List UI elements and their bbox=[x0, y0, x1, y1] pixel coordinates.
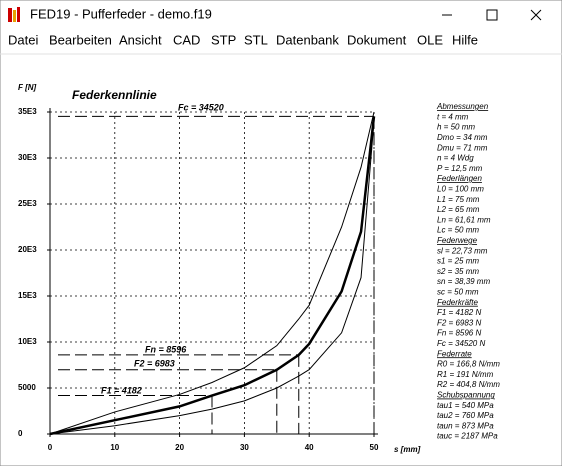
annotation: Fn = 8596 bbox=[145, 344, 187, 354]
panel-item: R0 = 166,8 N/mm bbox=[437, 360, 500, 369]
close-button[interactable] bbox=[530, 9, 542, 21]
annotation: F1 = 4182 bbox=[101, 385, 142, 395]
chart-title: Federkennlinie bbox=[72, 88, 157, 102]
menu-item[interactable]: Dokument bbox=[347, 32, 407, 47]
spring-curve bbox=[49, 116, 376, 436]
panel-item: sn = 38,39 mm bbox=[437, 277, 490, 286]
panel-item: Lc = 50 mm bbox=[437, 226, 479, 235]
y-tick-label: 25E3 bbox=[18, 199, 37, 208]
panel-item: s1 = 25 mm bbox=[437, 257, 479, 266]
panel-item: t = 4 mm bbox=[437, 112, 469, 121]
menu-item[interactable]: STP bbox=[211, 32, 236, 47]
panel-item: F2 = 6983 N bbox=[437, 318, 481, 327]
panel-heading: Federlängen bbox=[437, 174, 482, 183]
menu-item[interactable]: Datenbank bbox=[276, 32, 339, 47]
panel-item: n = 4 Wdg bbox=[437, 154, 474, 163]
spring-curve bbox=[49, 111, 375, 435]
y-tick-label: 35E3 bbox=[18, 107, 37, 116]
y-tick-label: 10E3 bbox=[18, 337, 37, 346]
x-tick-label: 30 bbox=[240, 443, 249, 452]
panel-item: Fc = 34520 N bbox=[437, 339, 485, 348]
y-tick-label: 20E3 bbox=[18, 245, 37, 254]
panel-item: tauc = 2187 MPa bbox=[437, 432, 498, 441]
panel-item: tau2 = 760 MPa bbox=[437, 411, 494, 420]
x-tick-label: 10 bbox=[110, 443, 119, 452]
y-tick-label: 15E3 bbox=[18, 291, 37, 300]
panel-heading: Federrate bbox=[437, 349, 472, 358]
maximize-button[interactable] bbox=[486, 9, 498, 21]
panel-item: R1 = 191 N/mm bbox=[437, 370, 494, 379]
panel-item: Ln = 61,61 mm bbox=[437, 215, 491, 224]
panel-item: P = 12,5 mm bbox=[437, 164, 483, 173]
menu-item[interactable]: CAD bbox=[173, 32, 200, 47]
panel-heading: Schubspannung bbox=[437, 391, 495, 400]
x-tick-label: 40 bbox=[305, 443, 314, 452]
menu-item[interactable]: Datei bbox=[8, 32, 38, 47]
app-icon bbox=[8, 7, 20, 22]
panel-item: Dmu = 71 mm bbox=[437, 143, 488, 152]
y-tick-label: 5000 bbox=[18, 383, 36, 392]
y-tick-label: 30E3 bbox=[18, 153, 37, 162]
panel-item: F1 = 4182 N bbox=[437, 308, 481, 317]
panel-item: Fn = 8596 N bbox=[437, 329, 481, 338]
panel-item: R2 = 404,8 N/mm bbox=[437, 380, 500, 389]
panel-item: L1 = 75 mm bbox=[437, 195, 480, 204]
panel-item: L2 = 65 mm bbox=[437, 205, 480, 214]
panel-item: sl = 22,73 mm bbox=[437, 246, 488, 255]
panel-item: Dmo = 34 mm bbox=[437, 133, 488, 142]
menu-item[interactable]: OLE bbox=[417, 32, 443, 47]
panel-heading: Federkräfte bbox=[437, 298, 478, 307]
panel-item: h = 50 mm bbox=[437, 123, 475, 132]
window-title: FED19 - Pufferfeder - demo.f19 bbox=[30, 6, 212, 21]
panel-heading: Abmessungen bbox=[436, 102, 489, 111]
panel-item: taun = 873 MPa bbox=[437, 421, 494, 430]
x-tick-label: 50 bbox=[370, 443, 379, 452]
panel-item: s2 = 35 mm bbox=[437, 267, 479, 276]
panel-heading: Federwege bbox=[437, 236, 478, 245]
panel-item: tau1 = 540 MPa bbox=[437, 401, 494, 410]
panel-item: sc = 50 mm bbox=[437, 288, 479, 297]
spring-curve bbox=[49, 121, 375, 435]
menu-item[interactable]: Bearbeiten bbox=[49, 32, 112, 47]
panel-item: L0 = 100 mm bbox=[437, 185, 484, 194]
menu-item[interactable]: Ansicht bbox=[119, 32, 162, 47]
menu-item[interactable]: Hilfe bbox=[452, 32, 478, 47]
y-axis-label: F [N] bbox=[18, 83, 37, 92]
annotation: Fc = 34520 bbox=[178, 102, 224, 112]
x-tick-label: 20 bbox=[175, 443, 184, 452]
x-axis-label: s [mm] bbox=[394, 445, 421, 454]
menu-item[interactable]: STL bbox=[244, 32, 268, 47]
annotation: F2 = 6983 bbox=[134, 358, 175, 368]
x-tick-label: 0 bbox=[48, 443, 53, 452]
y-tick-label: 0 bbox=[18, 429, 23, 438]
